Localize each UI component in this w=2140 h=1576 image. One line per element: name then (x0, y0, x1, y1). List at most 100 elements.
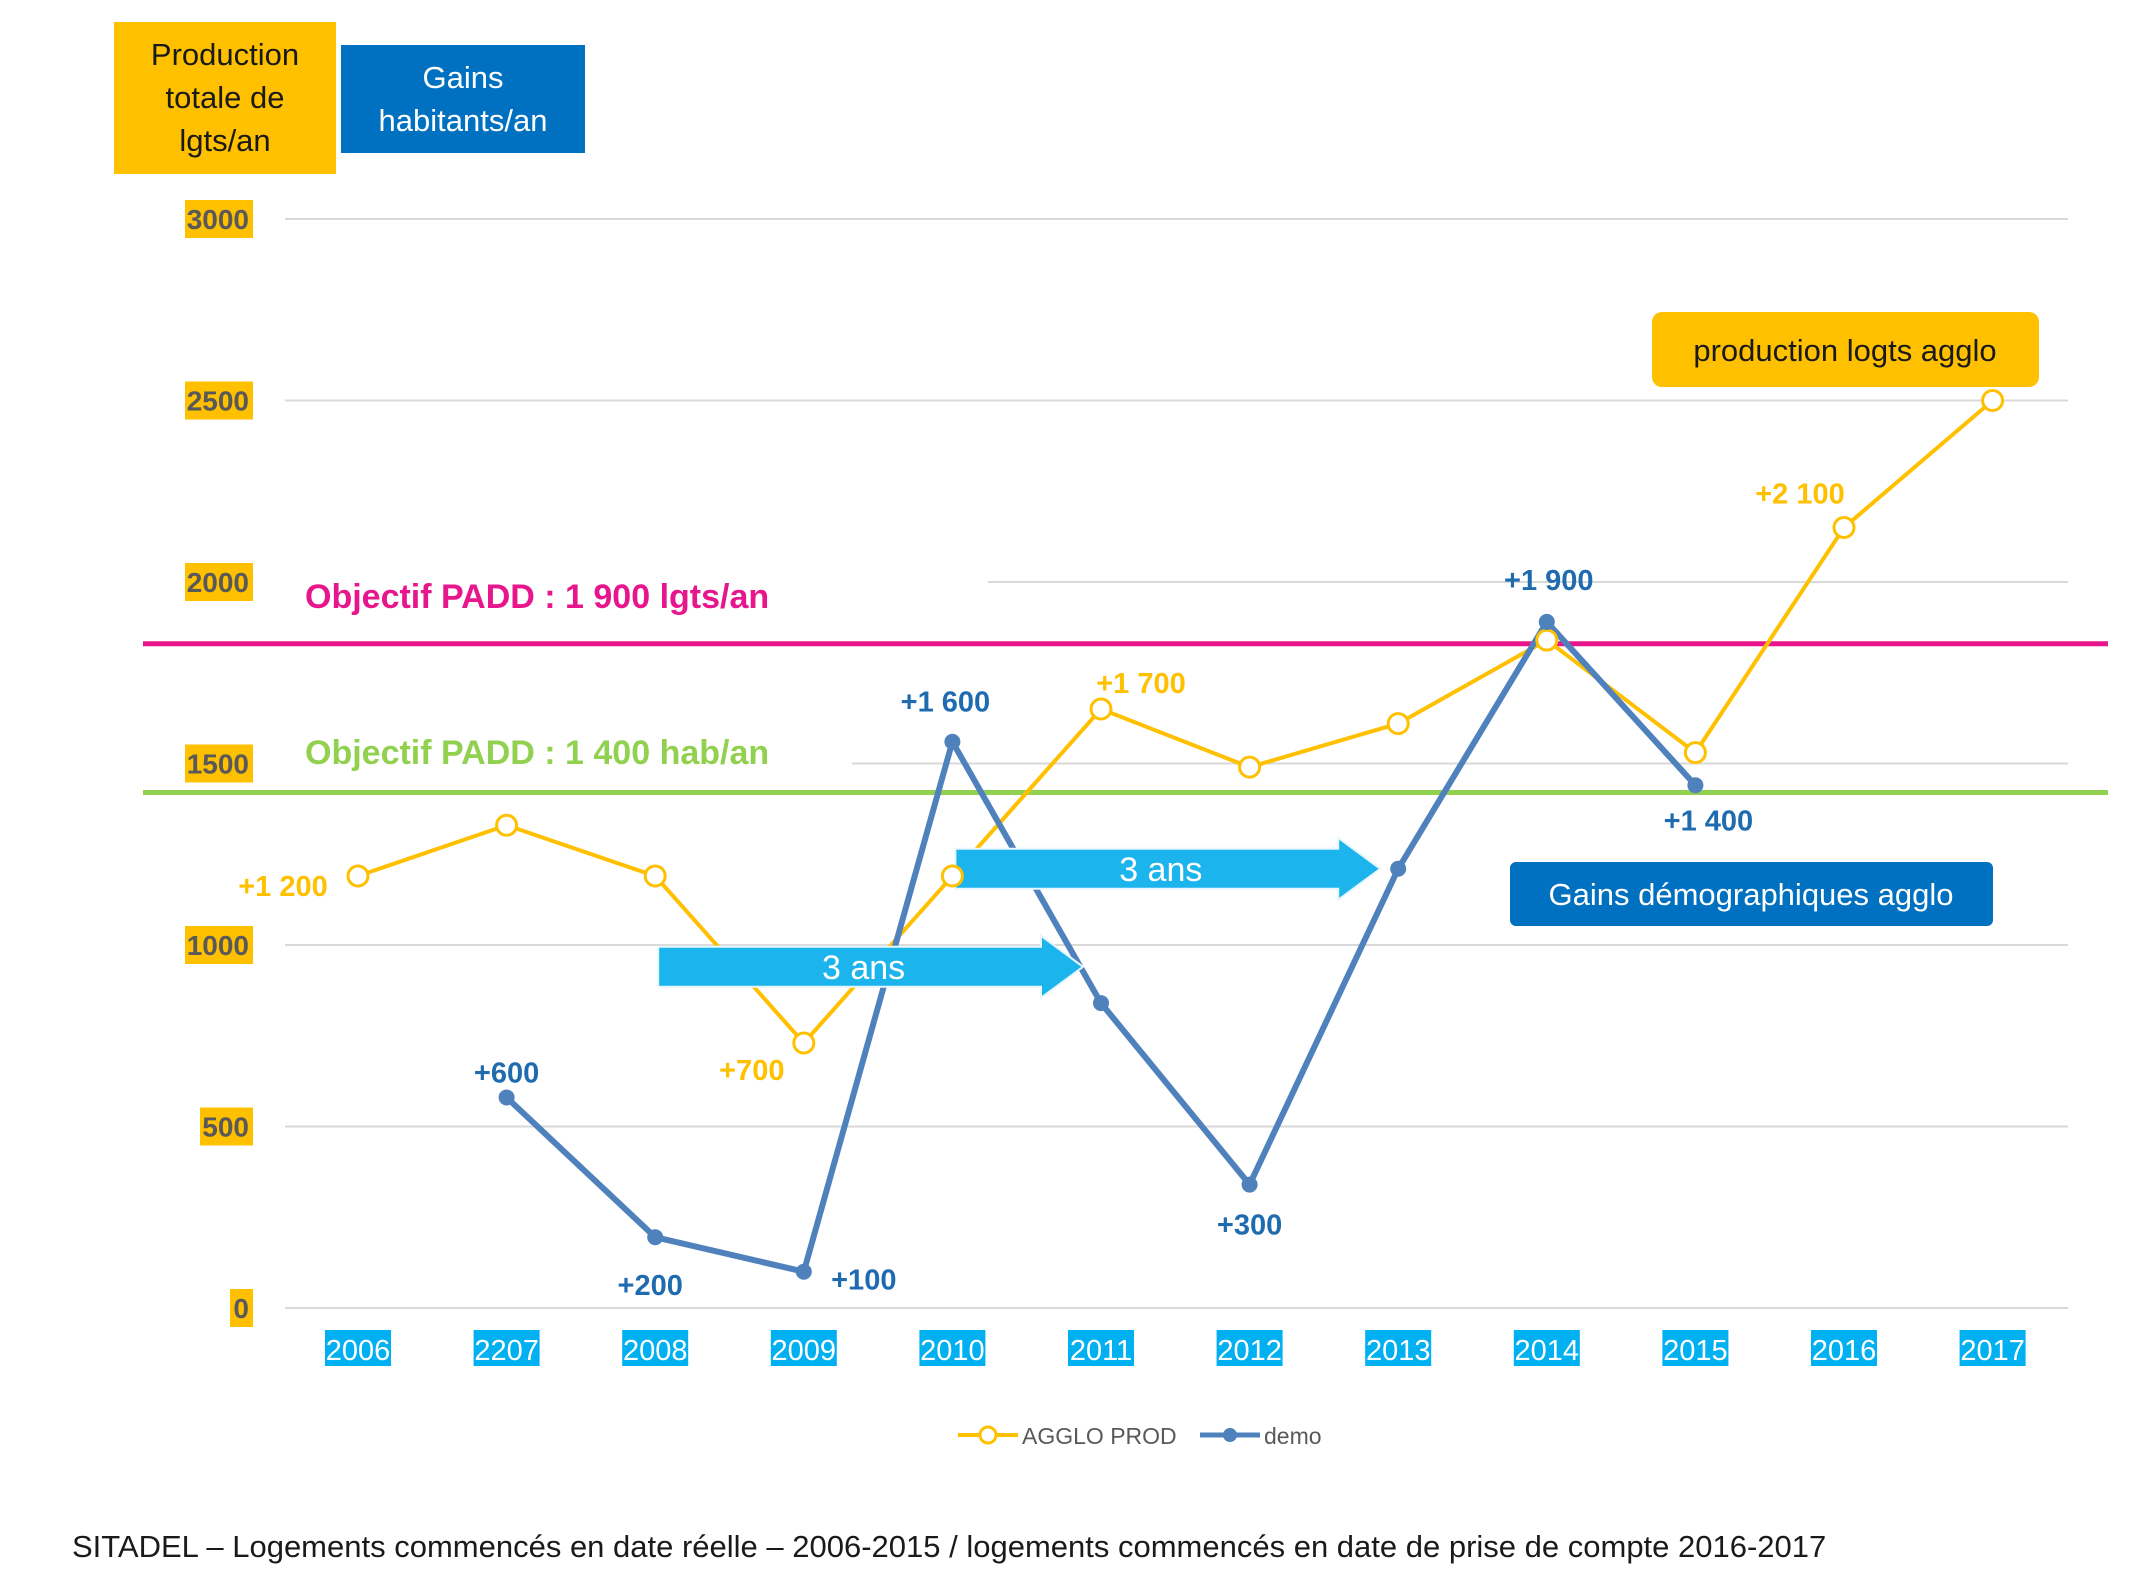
production-header-line-2: totale de (166, 80, 285, 115)
grid-lines (285, 218, 2068, 1309)
lag-arrow-label: 3 ans (822, 949, 905, 987)
production-header-line-1: Production (151, 37, 299, 72)
gains-badge-label: Gains démographiques agglo (1549, 877, 1954, 912)
x-tick-label: 2008 (623, 1335, 688, 1367)
demo-point (1390, 860, 1407, 877)
x-tick-label: 2011 (1070, 1335, 1132, 1367)
production-badge (1652, 312, 2039, 387)
gains-header-line-2: habitants/an (379, 103, 548, 138)
y-tick-label: 1000 (187, 930, 249, 961)
x-tick-label: 2016 (1812, 1335, 1877, 1367)
legend-demo-label: demo (1264, 1423, 1322, 1449)
lag-arrows: 3 ans 3 ans (657, 835, 1382, 1000)
x-tick-bg (1513, 1330, 1580, 1366)
x-tick-bg (1959, 1330, 2026, 1366)
data-labels: +1 200 +700 +1 700 +2 100 +600 +200 +100 +1 600… (238, 479, 1845, 1303)
y-tick-bg-3000 (185, 200, 253, 238)
y-tick-bg-500 (200, 1107, 253, 1146)
x-tick-bg (1365, 1330, 1432, 1366)
production-data-label: +1 200 (238, 871, 328, 903)
production-data-label: +700 (719, 1055, 784, 1087)
y-tick-bg-1000 (185, 926, 253, 964)
demo-data-label: +300 (1217, 1210, 1282, 1242)
demo-point (1687, 777, 1704, 794)
reference-lines: Objectif PADD : 1 900 lgts/an Objectif PA… (143, 578, 2108, 796)
gains-header-line-1: Gains (423, 60, 504, 95)
demo-data-label: +600 (474, 1057, 539, 1089)
production-axis-header: Production totale de lgts/an (114, 22, 336, 174)
gains-badge (1510, 862, 1993, 926)
demo-point (944, 733, 961, 750)
x-tick-label: 2009 (772, 1335, 837, 1367)
y-tick-bg-2000 (185, 563, 253, 601)
production-header-line-3: lgts/an (179, 123, 270, 158)
y-tick-label: 2500 (187, 386, 249, 417)
y-tick-bg-0 (230, 1289, 253, 1327)
production-point (792, 1031, 816, 1055)
y-tick-label: 500 (202, 1112, 249, 1143)
x-tick-bg (473, 1330, 540, 1366)
source-note: SITADEL – Logements commencés en date ré… (72, 1529, 1826, 1564)
x-tick-bg (1811, 1330, 1877, 1366)
production-point (1089, 697, 1113, 721)
x-tick-bg (1068, 1330, 1134, 1366)
y-tick-bg-1500 (185, 744, 253, 783)
x-tick-label: 2006 (326, 1335, 391, 1367)
legend: AGGLO PROD demo (958, 1423, 1322, 1449)
x-tick-label: 2017 (1960, 1335, 2025, 1367)
production-data-label: +2 100 (1755, 479, 1845, 511)
production-point (1832, 516, 1856, 540)
production-point (1386, 712, 1410, 736)
lag-arrow-label: 3 ans (1119, 851, 1202, 889)
reference-line-label: Objectif PADD : 1 400 hab/an (305, 734, 769, 772)
production-point (1535, 628, 1559, 652)
lag-arrow (954, 835, 1382, 902)
y-tick-label: 3000 (187, 204, 249, 235)
demo-point (1093, 995, 1109, 1012)
x-tick-label: 2012 (1217, 1335, 1282, 1367)
production-data-label: +1 700 (1096, 668, 1186, 700)
legend-production-label: AGGLO PROD (1022, 1423, 1177, 1449)
annotation-badges: production logts agglo Gains démographiqu… (1510, 312, 2039, 926)
demo-data-label: +100 (831, 1265, 896, 1297)
y-tick-label: 1500 (187, 749, 249, 780)
demo-data-label: +1 400 (1664, 805, 1754, 837)
x-axis-ticks: 2006 2207 2008 2009 2010 2011 2012 2013 2014 2015… (325, 1330, 2026, 1367)
y-tick-label: 2000 (187, 567, 249, 598)
x-tick-label: 2207 (474, 1335, 539, 1367)
production-point (940, 864, 964, 888)
demo-point (498, 1089, 515, 1106)
production-point (643, 864, 667, 888)
x-tick-label: 2013 (1366, 1335, 1431, 1367)
demo-point (647, 1229, 664, 1246)
y-tick-bg-2500 (185, 381, 253, 420)
y-axis-ticks: 0 500 1000 1500 2000 2500 3000 (185, 200, 253, 1327)
gains-axis-header: Gains habitants/an (341, 45, 585, 153)
y-tick-label: 0 (233, 1293, 249, 1324)
production-point (1981, 389, 2005, 412)
series-line-agglo-prod (357, 398, 1994, 1046)
x-tick-label: 2010 (920, 1335, 985, 1367)
x-tick-bg (919, 1330, 986, 1366)
x-tick-bg (325, 1330, 391, 1366)
legend-demo-swatch-marker (1223, 1428, 1237, 1442)
series-points (346, 389, 2005, 1280)
reference-line-label: Objectif PADD : 1 900 lgts/an (305, 578, 769, 616)
x-tick-bg (1662, 1330, 1729, 1366)
x-tick-bg (622, 1330, 689, 1366)
x-tick-label: 2014 (1515, 1335, 1580, 1367)
x-tick-label: 2015 (1663, 1335, 1728, 1367)
demo-data-label: +200 (618, 1270, 683, 1302)
legend-production-swatch-marker (978, 1425, 998, 1445)
lag-arrow (657, 933, 1085, 1000)
production-point (1683, 741, 1707, 765)
production-point (346, 864, 370, 888)
x-tick-bg (770, 1330, 837, 1366)
demo-data-label: +1 600 (901, 687, 991, 719)
demo-point (795, 1263, 812, 1280)
production-badge-label: production logts agglo (1693, 333, 1996, 368)
x-tick-bg (1216, 1330, 1283, 1366)
production-point (495, 813, 519, 837)
demo-point (1538, 613, 1555, 630)
